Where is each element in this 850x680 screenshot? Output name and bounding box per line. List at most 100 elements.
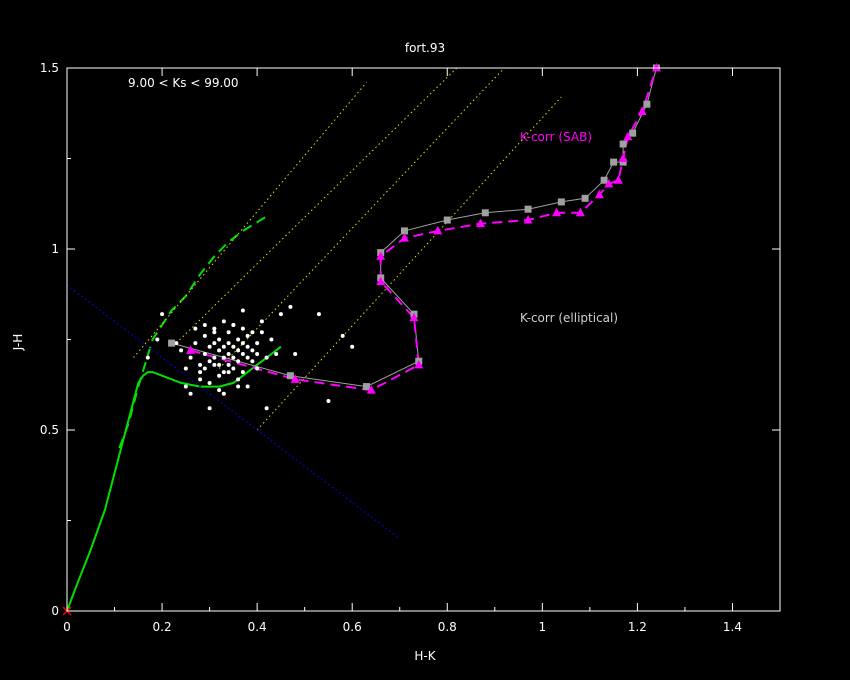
data-point [231,355,236,360]
sab-triangle-marker [433,225,443,235]
data-point [240,341,245,346]
x-tick-label: 0.2 [153,620,172,634]
chart-title: fort.93 [405,41,445,55]
data-point [245,344,250,349]
data-point [255,351,260,356]
sab-triangle-marker [623,131,633,141]
data-point [202,351,207,356]
data-point [226,330,231,335]
data-point [250,330,255,335]
sab-triangle-marker [399,233,409,242]
data-point [212,326,217,331]
sab-triangle-marker [186,345,196,354]
elliptical-square-marker [610,158,618,166]
data-point [245,384,250,389]
data-point [326,399,331,404]
data-point [207,380,212,385]
sab-triangle-marker [523,215,533,224]
sab-triangle-marker [414,359,424,369]
data-point [250,359,255,364]
series-line-reddening-vector [175,67,458,344]
data-point [264,355,269,360]
sab-triangle-marker [376,251,386,260]
data-point [212,355,217,360]
elliptical-square-marker [524,205,532,213]
series-line-reddening-vector [256,96,562,431]
data-points [145,304,355,411]
data-point [207,359,212,364]
elliptical-square-marker [581,194,589,202]
elliptical-square-marker [619,158,627,166]
data-point [340,333,345,338]
data-point [193,326,198,331]
data-point [259,319,264,324]
data-point [202,366,207,371]
data-point [155,337,160,342]
x-axis-label: H-K [414,649,436,663]
data-point [217,362,222,367]
data-point [202,333,207,338]
data-point [240,308,245,313]
data-point [236,348,241,353]
data-point [193,341,198,346]
elliptical-square-marker [168,339,176,347]
axis-ticks: 0 0.2 0.4 0.6 0.8 1 1.2 1.4 0 0.5 1 1.5 [40,61,781,634]
data-point [221,355,226,360]
track-markers [62,63,661,616]
data-point [240,351,245,356]
y-tick-label: 1 [51,242,59,256]
data-point [255,366,260,371]
sab-triangle-marker [376,276,386,286]
elliptical-square-marker [286,372,294,380]
data-point [226,351,231,356]
data-point [231,323,236,328]
sab-triangle-marker [552,207,562,217]
data-point [316,312,321,317]
sab-triangle-marker [575,207,585,217]
data-point [226,362,231,367]
data-point [278,312,283,317]
k-corr-elliptical-label: K-corr (elliptical) [520,311,618,325]
x-tick-label: 1.4 [723,620,742,634]
sab-triangle-marker [290,374,300,383]
series-line-reddening-vector [218,67,505,369]
elliptical-square-marker [643,100,651,108]
x-tick-label: 0.6 [343,620,362,634]
data-point [221,391,226,396]
data-point [198,362,203,367]
x-tick-label: 1.2 [628,620,647,634]
data-point [226,341,231,346]
data-point [259,330,264,335]
data-point [288,304,293,309]
data-point [231,344,236,349]
series-line-sab-track [190,67,658,392]
data-point [212,330,217,335]
sab-triangle-marker [604,178,614,188]
elliptical-square-marker [443,216,451,224]
series-line-reddening-vector [133,82,367,358]
series-line-giant-locus [118,215,268,449]
y-tick-label: 0 [51,604,59,618]
data-point [245,355,250,360]
data-point [188,391,193,396]
sab-triangle-marker [409,312,419,322]
sab-triangle-marker [476,218,486,228]
sab-triangle-marker [651,63,661,72]
elliptical-square-marker [481,209,489,217]
data-point [250,348,255,353]
data-point [207,344,212,349]
data-point [198,370,203,375]
sab-triangle-marker [618,153,628,162]
data-point [255,341,260,346]
elliptical-square-marker [619,140,627,148]
sab-triangle-marker [366,385,376,394]
data-point [212,362,217,367]
data-point [188,355,193,360]
data-point [217,373,222,378]
data-point [350,344,355,349]
data-point [221,344,226,349]
elliptical-square-marker [629,129,637,137]
k-corr-sab-label: K-corr (SAB) [520,130,592,144]
data-point [240,370,245,375]
